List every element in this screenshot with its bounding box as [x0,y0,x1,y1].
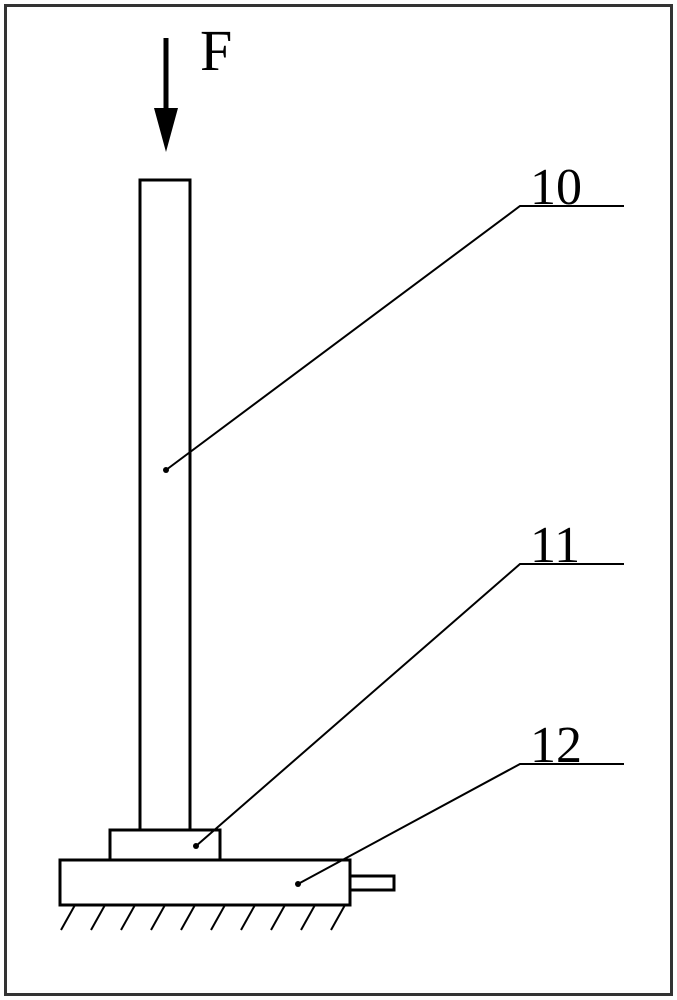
callout-label-12: 12 [530,720,582,772]
force-label: F [200,22,232,80]
callout-label-10: 10 [530,162,582,214]
engineering-diagram: F 10 11 12 [0,0,677,1000]
callout-label-11: 11 [530,520,580,572]
frame-border [4,4,673,996]
